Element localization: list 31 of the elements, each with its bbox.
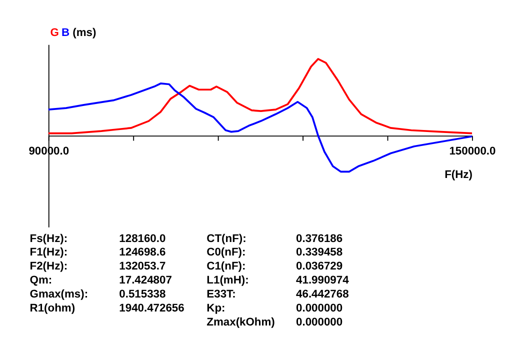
text: Fs(Hz): xyxy=(30,232,68,245)
text: E33T: xyxy=(206,288,236,301)
text: Qm: xyxy=(30,274,52,287)
text: C0(nF): xyxy=(206,246,246,259)
text: L1(mH): xyxy=(206,274,249,287)
text: 46.442768 xyxy=(296,288,349,301)
x-tick-label: 150000.0 xyxy=(449,146,496,158)
text: CT(nF): xyxy=(206,232,246,245)
y-axis-title: (ms) xyxy=(72,27,96,40)
text: 0.000000 xyxy=(296,316,343,329)
text: Kp: xyxy=(206,302,226,315)
x-axis-title: F(Hz) xyxy=(444,168,473,181)
text: F1(Hz): xyxy=(30,246,68,259)
text: 1940.472656 xyxy=(119,302,184,315)
text: 128160.0 xyxy=(119,232,166,245)
text: 0.036729 xyxy=(296,260,343,273)
text: 132053.7 xyxy=(119,260,166,273)
text: B xyxy=(61,27,70,40)
text: R1(ohm) xyxy=(30,302,76,315)
text: 41.990974 xyxy=(296,274,350,287)
text: 17.424807 xyxy=(119,274,172,287)
text: G xyxy=(50,27,59,40)
text: 124698.6 xyxy=(119,246,166,259)
text: C1(nF): xyxy=(206,260,246,273)
text: Zmax(kOhm) xyxy=(206,316,276,329)
text: 0.000000 xyxy=(296,302,343,315)
text: 0.339458 xyxy=(296,246,343,259)
text: 0.515338 xyxy=(119,288,166,301)
text: F2(Hz): xyxy=(30,260,68,273)
text: 0.376186 xyxy=(296,232,343,245)
text: Gmax(ms): xyxy=(30,288,88,301)
